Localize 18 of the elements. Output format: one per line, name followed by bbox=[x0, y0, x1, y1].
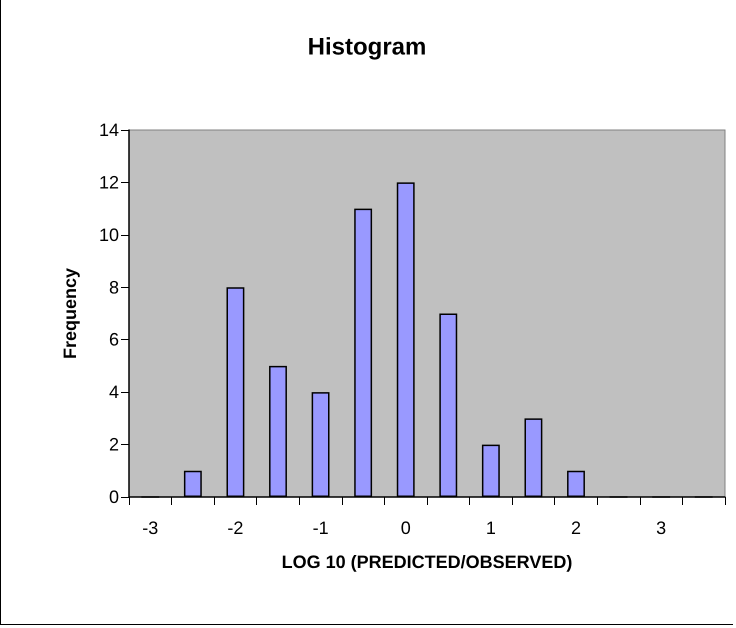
x-tick-label: -3 bbox=[142, 518, 158, 538]
y-axis-title: Frequency bbox=[60, 268, 80, 360]
y-tick-label: 8 bbox=[108, 277, 119, 298]
x-tick-label: 1 bbox=[486, 518, 496, 538]
x-tick-label: 0 bbox=[400, 518, 411, 538]
y-tick-label: 14 bbox=[98, 120, 119, 140]
x-tick-label: -2 bbox=[227, 518, 244, 538]
y-tick-label: 2 bbox=[108, 434, 119, 455]
y-tick-label: 10 bbox=[98, 224, 119, 245]
y-tick-label: 4 bbox=[108, 382, 119, 402]
x-tick-label: 3 bbox=[656, 518, 666, 538]
chart-title: Histogram bbox=[308, 34, 426, 60]
y-tick-label: 6 bbox=[108, 330, 119, 350]
y-tick-label: 12 bbox=[98, 172, 119, 192]
y-tick-label: 0 bbox=[108, 487, 119, 507]
x-tick-label: -1 bbox=[312, 518, 329, 538]
x-axis-title: LOG 10 (PREDICTED/OBSERVED) bbox=[282, 552, 572, 572]
x-tick-label: 2 bbox=[570, 518, 582, 538]
